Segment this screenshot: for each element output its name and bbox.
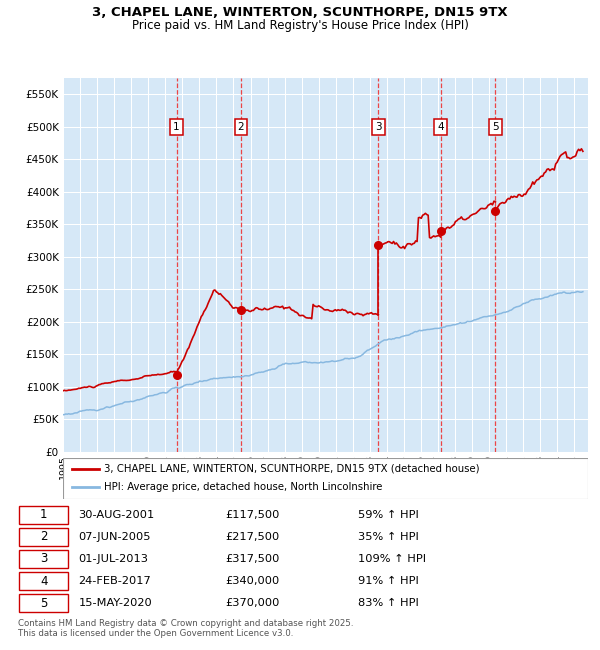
Text: 59% ↑ HPI: 59% ↑ HPI: [358, 510, 419, 520]
Text: 24-FEB-2017: 24-FEB-2017: [79, 576, 151, 586]
Text: 07-JUN-2005: 07-JUN-2005: [79, 532, 151, 542]
Text: Price paid vs. HM Land Registry's House Price Index (HPI): Price paid vs. HM Land Registry's House …: [131, 20, 469, 32]
Text: 3, CHAPEL LANE, WINTERTON, SCUNTHORPE, DN15 9TX: 3, CHAPEL LANE, WINTERTON, SCUNTHORPE, D…: [92, 6, 508, 20]
Text: 2: 2: [238, 122, 244, 132]
Text: £370,000: £370,000: [226, 598, 280, 608]
Text: £317,500: £317,500: [226, 554, 280, 564]
Text: £217,500: £217,500: [226, 532, 280, 542]
Text: 1: 1: [173, 122, 180, 132]
Text: 83% ↑ HPI: 83% ↑ HPI: [358, 598, 419, 608]
Text: 3, CHAPEL LANE, WINTERTON, SCUNTHORPE, DN15 9TX (detached house): 3, CHAPEL LANE, WINTERTON, SCUNTHORPE, D…: [104, 463, 479, 474]
Text: 5: 5: [40, 597, 47, 610]
Text: 109% ↑ HPI: 109% ↑ HPI: [358, 554, 426, 564]
FancyBboxPatch shape: [19, 572, 68, 590]
Text: HPI: Average price, detached house, North Lincolnshire: HPI: Average price, detached house, Nort…: [104, 482, 382, 493]
FancyBboxPatch shape: [19, 550, 68, 568]
Text: 30-AUG-2001: 30-AUG-2001: [79, 510, 155, 520]
Text: 4: 4: [40, 575, 47, 588]
Text: 3: 3: [40, 552, 47, 566]
Text: 91% ↑ HPI: 91% ↑ HPI: [358, 576, 419, 586]
Text: 35% ↑ HPI: 35% ↑ HPI: [358, 532, 419, 542]
Text: £340,000: £340,000: [226, 576, 280, 586]
Text: 15-MAY-2020: 15-MAY-2020: [79, 598, 152, 608]
FancyBboxPatch shape: [19, 594, 68, 612]
Text: 5: 5: [492, 122, 499, 132]
Text: 4: 4: [437, 122, 444, 132]
FancyBboxPatch shape: [63, 458, 588, 499]
Text: Contains HM Land Registry data © Crown copyright and database right 2025.
This d: Contains HM Land Registry data © Crown c…: [18, 619, 353, 638]
FancyBboxPatch shape: [19, 506, 68, 524]
Text: 3: 3: [375, 122, 382, 132]
Text: 2: 2: [40, 530, 47, 543]
FancyBboxPatch shape: [19, 528, 68, 546]
Text: £117,500: £117,500: [226, 510, 280, 520]
Text: 01-JUL-2013: 01-JUL-2013: [79, 554, 148, 564]
Text: 1: 1: [40, 508, 47, 521]
